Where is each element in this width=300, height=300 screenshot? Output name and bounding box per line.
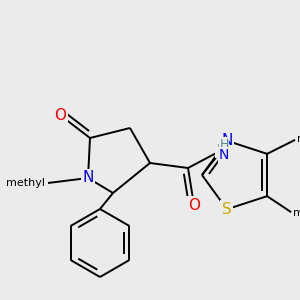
Text: H: H: [217, 143, 227, 157]
Text: O: O: [54, 107, 66, 122]
Text: methyl: methyl: [297, 134, 300, 144]
Text: methyl: methyl: [6, 178, 45, 188]
Text: N: N: [221, 133, 232, 148]
Text: N: N: [219, 148, 229, 162]
Text: N: N: [82, 170, 94, 185]
Text: S: S: [222, 202, 232, 217]
Text: H: H: [219, 137, 229, 151]
Text: methyl: methyl: [293, 208, 300, 218]
Text: O: O: [188, 197, 200, 212]
